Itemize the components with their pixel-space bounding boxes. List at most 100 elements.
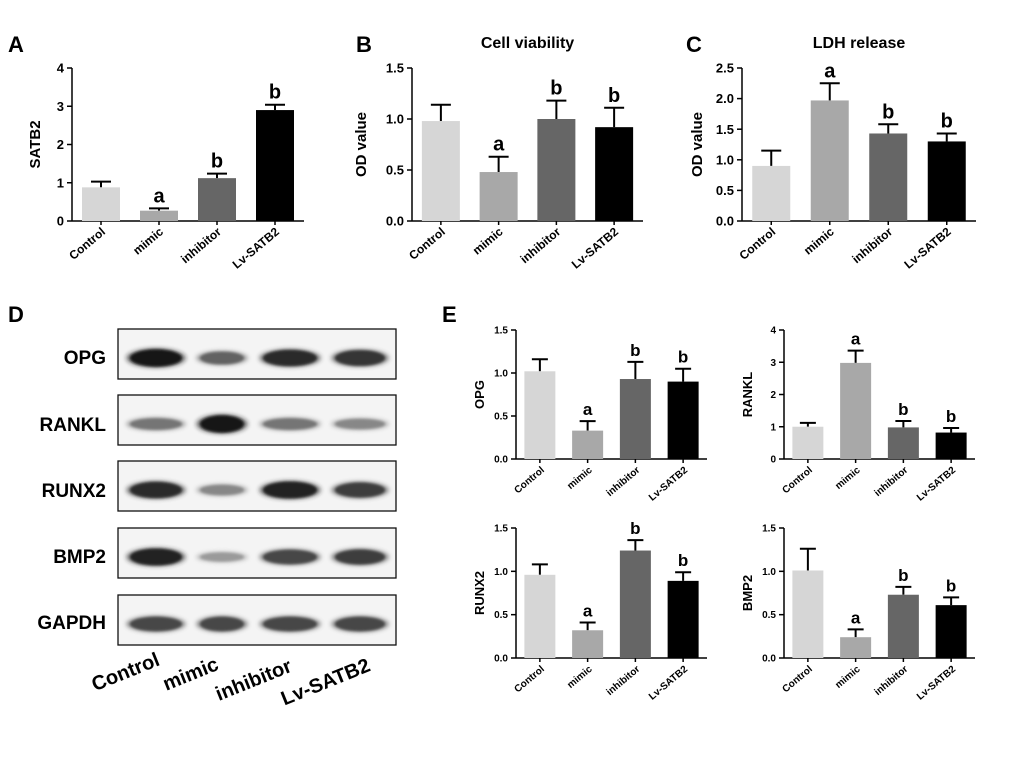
x-tick-label: mimic — [470, 224, 506, 257]
x-tick-label: Control — [737, 225, 779, 263]
chart-a: 0 1 2 3 4 SATB2 Control mimic a inhibitor b Lv-SATB… — [27, 61, 304, 272]
lane-label-mimic: mimic — [160, 653, 222, 695]
bar-inhibitor — [869, 133, 908, 221]
x-tick-label: inhibitor — [873, 664, 911, 698]
y-tick-label: 1.0 — [762, 567, 776, 578]
x-tick-label: mimic — [801, 224, 837, 257]
blot-band — [200, 616, 244, 632]
blot-band — [335, 616, 385, 632]
x-tick-label: Control — [406, 225, 448, 263]
panel-letter-e: E — [442, 302, 457, 327]
x-tick-label: inhibitor — [605, 465, 643, 499]
blot-band — [200, 552, 244, 562]
y-tick-label: 2 — [57, 137, 64, 152]
x-tick-label: inhibitor — [178, 224, 224, 266]
bar-mimic — [140, 210, 178, 221]
y-tick-label: 1.5 — [716, 122, 734, 137]
y-tick-label: 0.0 — [494, 654, 508, 665]
chart-e2: 0 1 2 3 4 RANKL Control mimic a inhibitor b Lv-SATB… — [740, 326, 975, 504]
y-tick-label: 1.0 — [494, 369, 508, 380]
bar-mimic — [840, 362, 872, 459]
blot-band — [130, 418, 182, 430]
bar-inhibitor — [619, 550, 651, 658]
bar-mimic — [810, 100, 849, 221]
bar-inhibitor — [619, 379, 651, 459]
bar-control — [792, 570, 824, 658]
significance-label: a — [851, 608, 861, 627]
significance-label: a — [583, 601, 593, 620]
bar-mimic — [479, 172, 518, 221]
bar-control — [524, 574, 556, 658]
y-tick-label: 0.5 — [762, 610, 776, 621]
x-tick-label: inhibitor — [849, 224, 895, 266]
x-tick-label: inhibitor — [518, 224, 564, 266]
significance-label: b — [550, 78, 562, 100]
significance-label: b — [678, 348, 688, 367]
y-axis-label: BMP2 — [740, 575, 755, 611]
bar-lv-satb2 — [667, 580, 699, 658]
y-tick-label: 3 — [770, 358, 776, 369]
y-tick-label: 2 — [770, 390, 776, 401]
bar-control — [752, 165, 791, 221]
y-tick-label: 4 — [57, 61, 65, 76]
y-axis-label: RANKL — [740, 372, 755, 418]
blot-band — [335, 482, 385, 498]
y-tick-label: 0.5 — [716, 183, 734, 198]
significance-label: b — [941, 110, 953, 132]
y-tick-label: 1 — [770, 422, 776, 433]
significance-label: b — [882, 101, 894, 123]
bar-inhibitor — [887, 594, 919, 658]
blot-band — [263, 418, 317, 430]
blot-band — [200, 351, 244, 365]
x-tick-label: Control — [66, 225, 108, 263]
panel-letter-d: D — [8, 302, 24, 327]
chart-b: 0.0 0.5 1.0 1.5 OD value Cell viability Contro… — [353, 35, 643, 272]
x-tick-label: Lv-SATB2 — [647, 664, 690, 703]
bar-mimic — [840, 637, 872, 658]
significance-label: b — [269, 82, 281, 104]
y-tick-label: 1.0 — [386, 112, 404, 127]
y-tick-label: 4 — [770, 326, 776, 337]
x-tick-label: inhibitor — [605, 664, 643, 698]
x-tick-label: Lv-SATB2 — [915, 465, 958, 504]
significance-label: b — [946, 407, 956, 426]
blot-band — [130, 616, 182, 632]
bar-inhibitor — [537, 119, 576, 221]
chart-e4: 0.0 0.5 1.0 1.5 BMP2 Control mimic a inhibitor b L… — [740, 524, 975, 703]
y-tick-label: 1.5 — [386, 61, 404, 76]
x-tick-label: Control — [513, 664, 547, 695]
y-tick-label: 1 — [57, 175, 64, 190]
y-tick-label: 1.0 — [716, 152, 734, 167]
y-tick-label: 0.0 — [716, 214, 734, 229]
blot-label-opg: OPG — [64, 348, 106, 369]
x-tick-label: Control — [781, 465, 815, 496]
blot-band — [335, 418, 385, 430]
bar-control — [421, 121, 460, 221]
x-tick-label: mimic — [833, 465, 863, 492]
chart-title: LDH release — [813, 35, 906, 52]
significance-label: a — [493, 134, 505, 156]
y-tick-label: 2.5 — [716, 61, 734, 76]
significance-label: b — [630, 341, 640, 360]
bar-control — [82, 187, 120, 221]
significance-label: b — [946, 576, 956, 595]
x-tick-label: mimic — [565, 664, 595, 691]
blot-band — [263, 616, 317, 632]
western-blot: OPG RANKL RUNX2 BMP2 GAPDH Control mimic… — [37, 328, 397, 710]
blot-band — [200, 415, 244, 433]
significance-label: b — [211, 151, 223, 173]
bar-lv-satb2 — [595, 127, 634, 221]
significance-label: b — [608, 85, 620, 107]
bar-lv-satb2 — [256, 110, 294, 221]
blot-band — [200, 484, 244, 496]
y-axis-label: OD value — [353, 112, 370, 177]
blot-label-bmp2: BMP2 — [53, 547, 106, 568]
panel-letter-a: A — [8, 32, 24, 57]
blot-band — [130, 481, 182, 499]
y-tick-label: 0.0 — [386, 214, 404, 229]
bar-control — [524, 371, 556, 459]
panel-letter-c: C — [686, 32, 702, 57]
significance-label: a — [851, 330, 861, 349]
x-tick-label: mimic — [565, 465, 595, 492]
blot-band — [130, 548, 182, 566]
